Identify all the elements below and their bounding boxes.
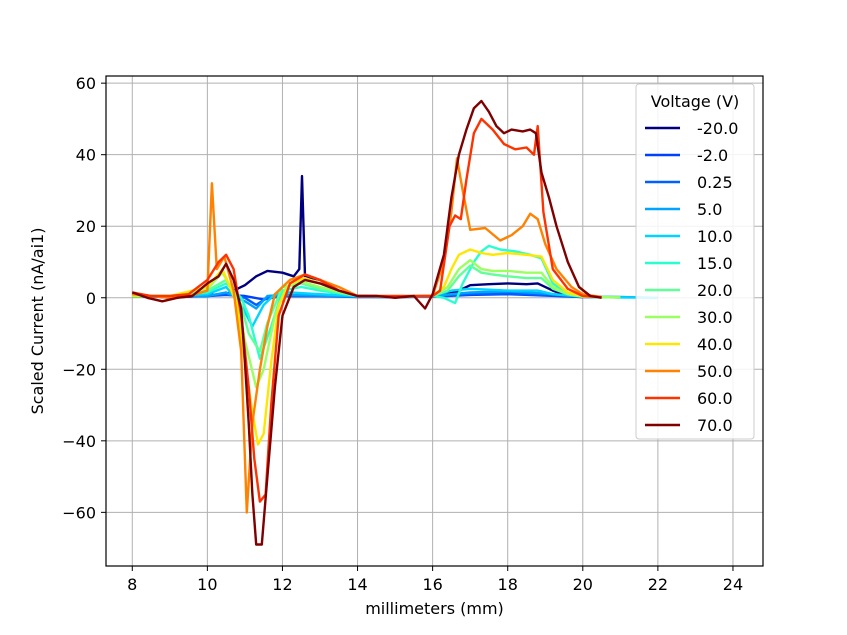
x-tick-label: 8 [127, 575, 137, 594]
y-tick-label: −60 [62, 503, 96, 522]
legend-entry-label: -2.0 [697, 146, 728, 165]
legend-entry-label: 20.0 [697, 281, 733, 300]
series-line-10 [132, 117, 602, 503]
legend-entry-label: 0.25 [697, 173, 733, 192]
y-tick-label: 0 [86, 289, 96, 308]
series-line-11 [131, 99, 602, 546]
x-tick-label: 24 [723, 575, 743, 594]
x-tick-label: 18 [498, 575, 518, 594]
legend-entry-label: 15.0 [697, 254, 733, 273]
legend-entry-label: 10.0 [697, 227, 733, 246]
legend: Voltage (V) -20.0 -2.0 0.25 5.0 10.0 15.0 20.0… [635, 83, 755, 440]
y-tick-label: −20 [62, 360, 96, 379]
legend-entry-label: 60.0 [697, 389, 733, 408]
plot-area-frame [105, 75, 764, 567]
legend-box [635, 83, 755, 440]
y-tick-label: 20 [76, 217, 96, 236]
y-tick-label: 60 [76, 74, 96, 93]
x-axis-title: millimeters (mm) [365, 599, 504, 618]
series-lines [131, 99, 658, 546]
legend-title: Voltage (V) [651, 92, 740, 111]
legend-entry-label: -20.0 [697, 119, 738, 138]
x-tick-label: 12 [272, 575, 292, 594]
axis-ticks: 8 10 12 14 16 18 20 22 24 −60 −40 −20 0 20 40 60 [62, 74, 743, 594]
y-tick-label: −40 [62, 432, 96, 451]
x-tick-label: 22 [648, 575, 668, 594]
legend-entry-label: 30.0 [697, 308, 733, 327]
legend-entry-label: 40.0 [697, 335, 733, 354]
x-tick-label: 16 [422, 575, 442, 594]
legend-entry-label: 50.0 [697, 362, 733, 381]
y-tick-label: 40 [76, 146, 96, 165]
y-axis-title: Scaled Current (nA/ai1) [28, 228, 47, 415]
series-line-9 [132, 157, 602, 514]
x-tick-label: 10 [197, 575, 217, 594]
series-line-7 [132, 259, 621, 389]
x-tick-label: 20 [573, 575, 593, 594]
legend-entry-label: 70.0 [697, 416, 733, 435]
legend-entry-label: 5.0 [697, 200, 722, 219]
series-line-5 [132, 244, 621, 360]
x-tick-label: 14 [347, 575, 367, 594]
